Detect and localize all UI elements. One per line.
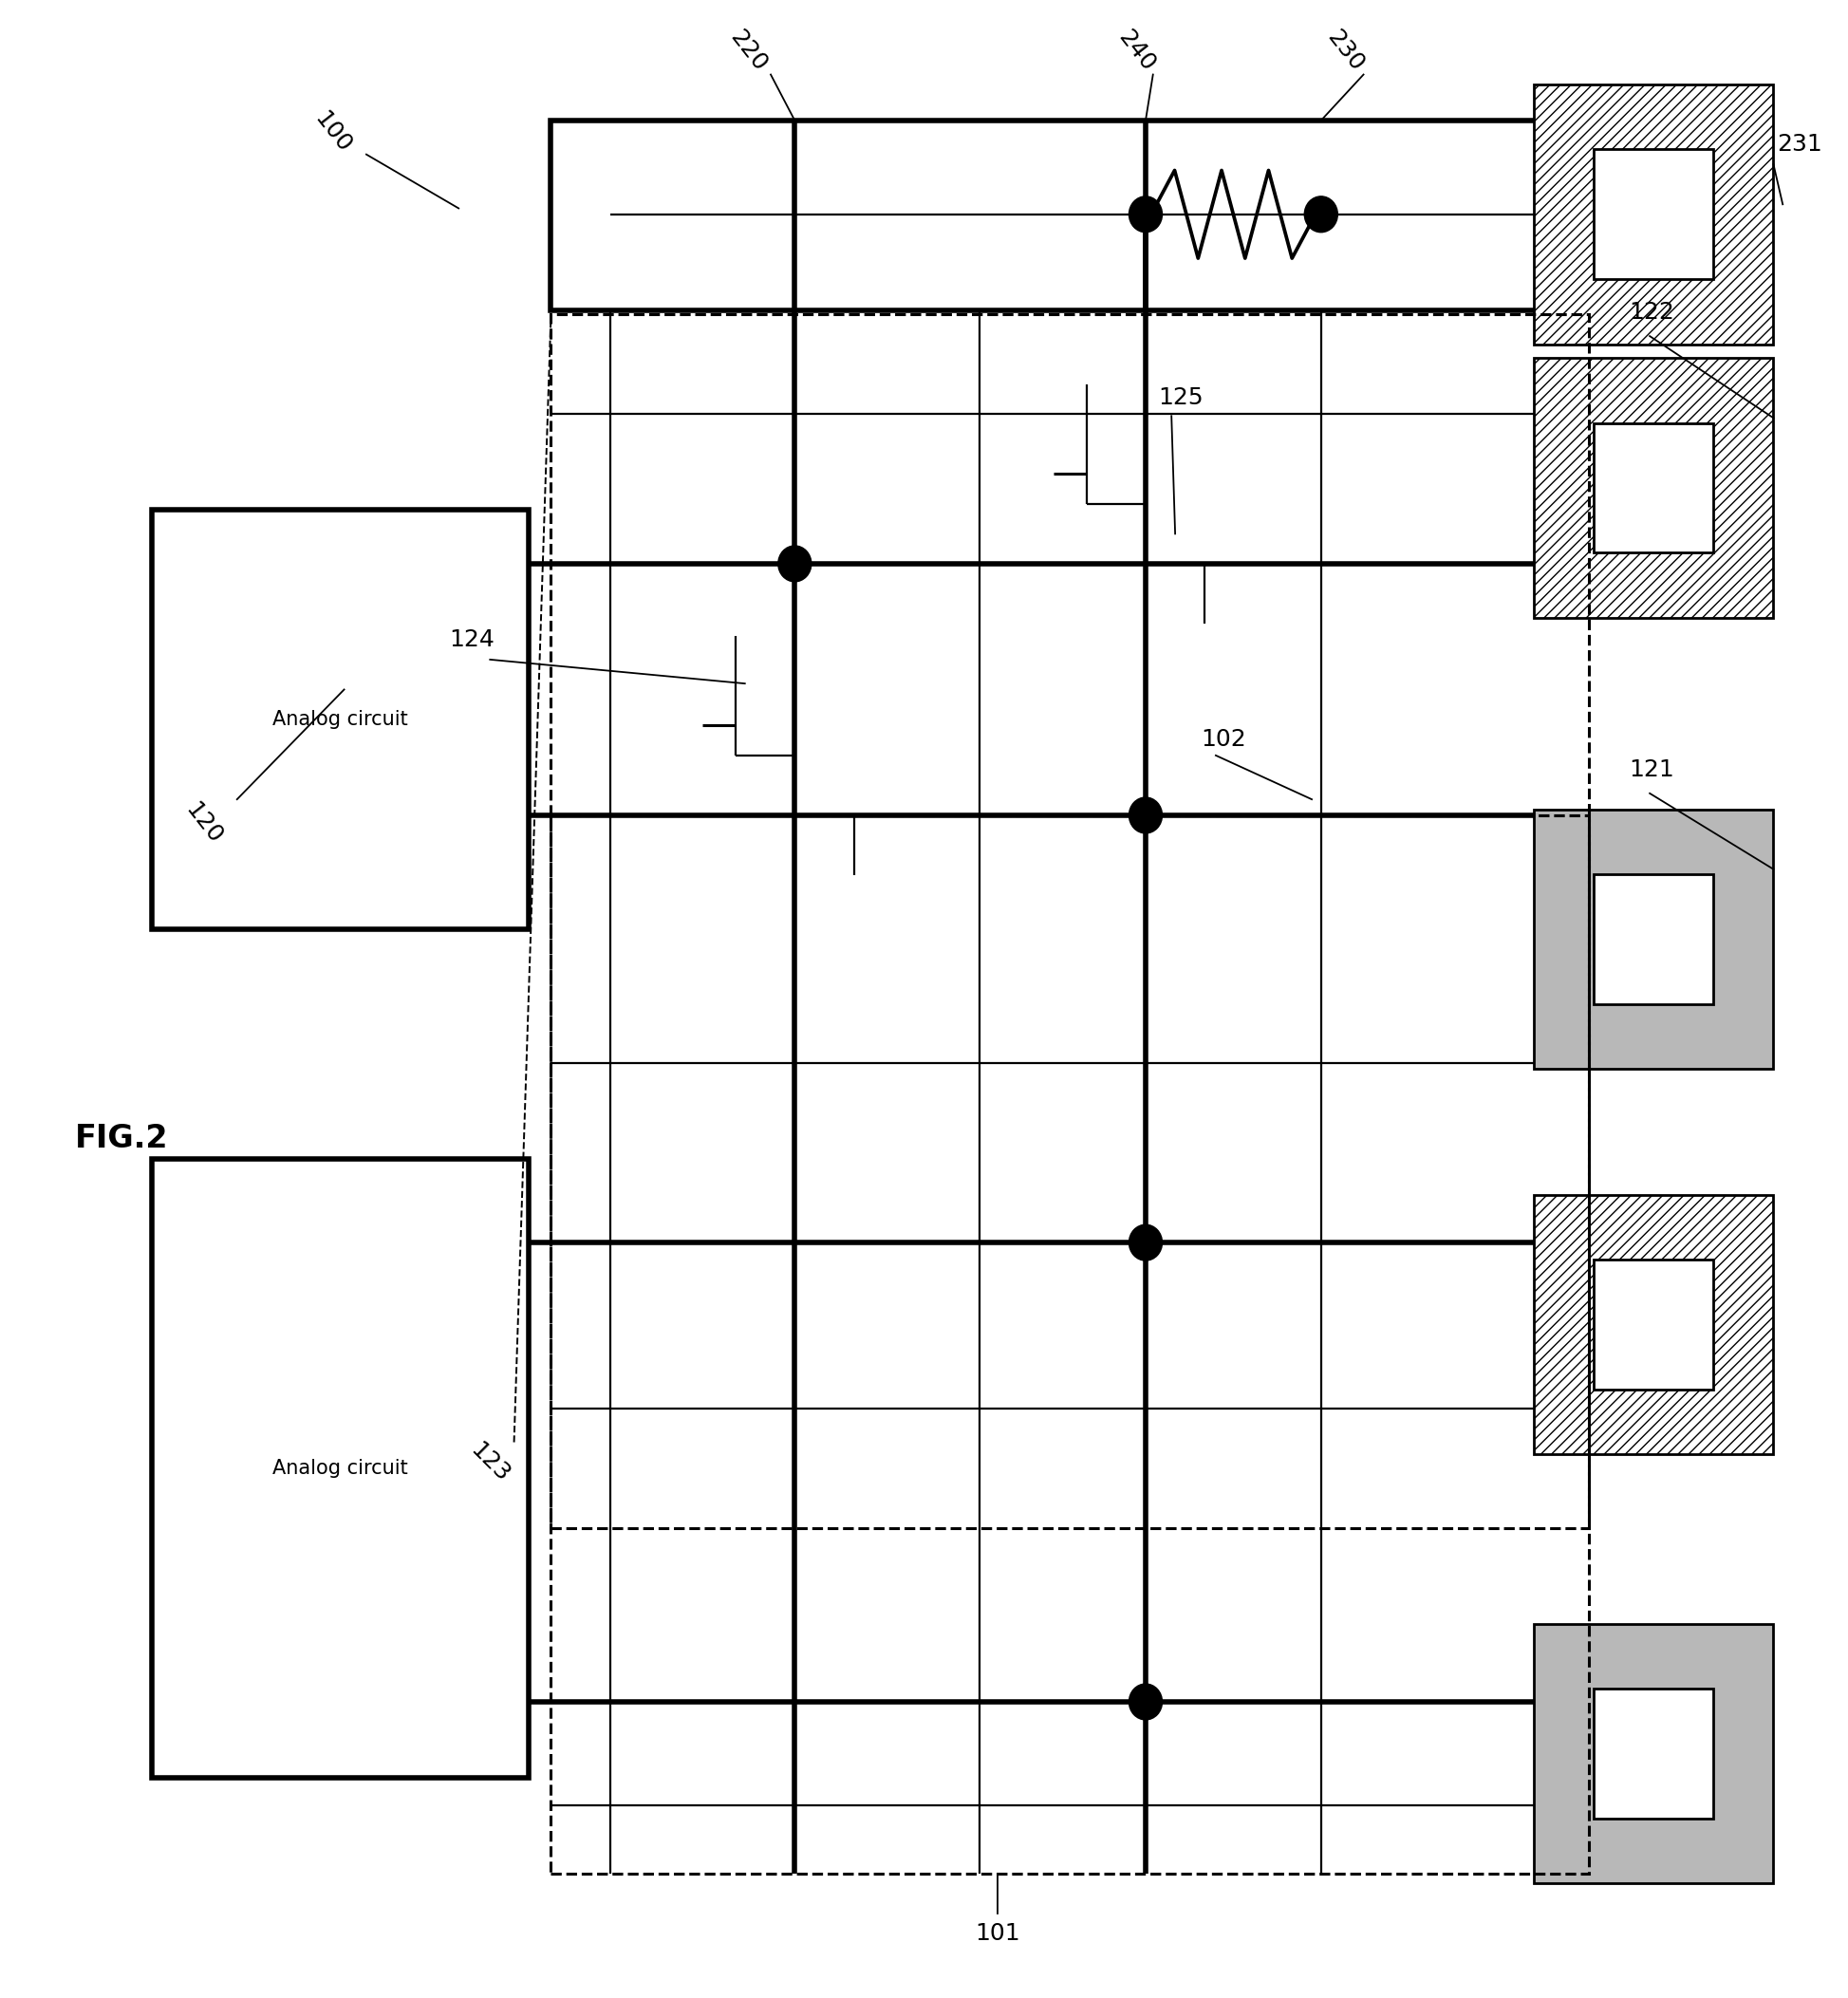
Bar bbox=[1593, 150, 1713, 280]
Text: 240: 240 bbox=[1112, 26, 1159, 76]
Bar bbox=[1593, 1259, 1713, 1389]
Bar bbox=[1534, 1195, 1774, 1455]
Text: 220: 220 bbox=[726, 26, 771, 76]
Bar bbox=[1534, 84, 1774, 344]
Bar bbox=[551, 815, 1589, 1874]
Bar bbox=[551, 314, 1589, 1528]
Circle shape bbox=[1129, 797, 1162, 833]
Circle shape bbox=[1129, 1684, 1162, 1720]
Bar bbox=[152, 509, 529, 929]
Text: 123: 123 bbox=[466, 1439, 514, 1487]
Text: 230: 230 bbox=[1321, 26, 1368, 76]
Text: 120: 120 bbox=[181, 799, 227, 849]
Circle shape bbox=[1305, 196, 1338, 232]
Bar bbox=[1593, 875, 1713, 1003]
Text: 231: 231 bbox=[1778, 134, 1822, 156]
Text: 125: 125 bbox=[1159, 386, 1203, 410]
Text: Analog circuit: Analog circuit bbox=[274, 709, 408, 729]
Bar bbox=[152, 1159, 529, 1778]
Bar bbox=[1534, 358, 1774, 617]
Circle shape bbox=[1129, 1225, 1162, 1261]
Text: FIG.2: FIG.2 bbox=[74, 1123, 168, 1155]
Bar bbox=[1593, 424, 1713, 553]
Bar bbox=[551, 120, 1589, 310]
Text: 101: 101 bbox=[976, 1922, 1020, 1944]
Bar bbox=[1593, 1688, 1713, 1818]
Text: 102: 102 bbox=[1201, 727, 1246, 751]
Text: 124: 124 bbox=[449, 627, 493, 651]
Text: Analog circuit: Analog circuit bbox=[274, 1459, 408, 1479]
Bar bbox=[1534, 1624, 1774, 1884]
Text: 100: 100 bbox=[310, 108, 357, 158]
Circle shape bbox=[1129, 196, 1162, 232]
Text: 121: 121 bbox=[1630, 757, 1674, 781]
Text: 122: 122 bbox=[1630, 302, 1674, 324]
Circle shape bbox=[778, 545, 811, 581]
Bar bbox=[1534, 809, 1774, 1069]
